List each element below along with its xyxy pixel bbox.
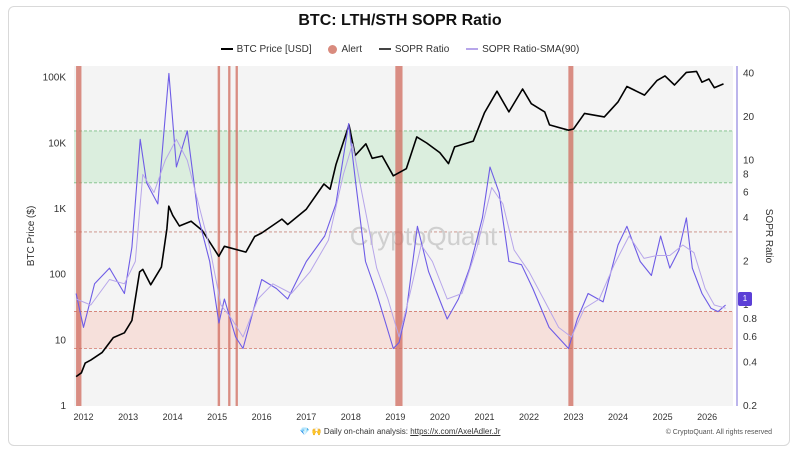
- y-right-tick-label: 0.8: [743, 314, 757, 325]
- legend-item-sopr[interactable]: SOPR Ratio: [378, 44, 449, 55]
- alert-bar: [228, 66, 231, 406]
- legend-item-sopr-sma[interactable]: SOPR Ratio-SMA(90): [466, 44, 579, 55]
- x-tick-label: 2023: [563, 412, 583, 422]
- y-right-tick-label: 0.6: [743, 332, 757, 343]
- y-right-tick-label: 6: [743, 187, 749, 198]
- y-right-tick-label: 4: [743, 213, 749, 224]
- y-left-tick-label: 100K: [43, 73, 67, 84]
- y-right-axis-title: SOPR Ratio: [763, 209, 774, 264]
- y-right-tick-label: 2: [743, 256, 749, 267]
- y-left-axis-title: BTC Price ($): [26, 206, 37, 267]
- footer-text: Daily on-chain analysis:: [323, 427, 408, 436]
- y-left-tick-label: 10: [55, 335, 67, 346]
- y-left-tick-label: 10K: [48, 138, 66, 149]
- alert-bar: [76, 66, 82, 406]
- series-line-0: [75, 70, 724, 378]
- x-tick-label: 2017: [296, 412, 316, 422]
- chart-title: BTC: LTH/STH SOPR Ratio: [298, 12, 502, 29]
- y-left-tick-label: 1K: [54, 204, 67, 215]
- alert-bar: [217, 66, 221, 406]
- x-tick-label: 2015: [207, 412, 227, 422]
- chart-legend: BTC Price [USD] Alert SOPR Ratio SOPR Ra…: [0, 44, 800, 55]
- y-right-tick-label: 20: [743, 112, 755, 123]
- x-tick-label: 2019: [385, 412, 405, 422]
- y-right-tick-label: 0.4: [743, 357, 757, 368]
- diamond-hands-icon: 💎 🙌: [299, 427, 322, 436]
- alert-bar: [568, 66, 574, 406]
- x-tick-label: 2025: [653, 412, 673, 422]
- current-value-tag: 1: [738, 292, 752, 306]
- footer-analysis: 💎 🙌 Daily on-chain analysis: https://x.c…: [0, 427, 800, 436]
- x-tick-label: 2012: [73, 412, 93, 422]
- band-lower: [74, 311, 733, 349]
- watermark: CryptoQuant: [350, 221, 498, 251]
- y-right-tick-label: 10: [743, 155, 755, 166]
- series-line-1: [75, 72, 726, 350]
- x-tick-label: 2013: [118, 412, 138, 422]
- legend-item-alert[interactable]: Alert: [328, 44, 362, 55]
- y-left-tick-label: 100: [49, 270, 66, 281]
- x-tick-label: 2026: [697, 412, 717, 422]
- y-right-tick-label: 40: [743, 68, 755, 79]
- x-tick-label: 2021: [474, 412, 494, 422]
- alert-bar: [395, 66, 403, 406]
- series-line-2: [75, 138, 726, 338]
- x-tick-label: 2018: [341, 412, 361, 422]
- legend-item-price[interactable]: BTC Price [USD]: [220, 44, 312, 55]
- band-upper: [74, 130, 733, 183]
- y-right-tick-label: 0.2: [743, 401, 757, 412]
- plot-background: [74, 66, 733, 406]
- y-right-tick-label: 8: [743, 169, 749, 180]
- x-tick-label: 2024: [608, 412, 628, 422]
- x-tick-label: 2016: [252, 412, 272, 422]
- alert-bar: [235, 66, 238, 406]
- footer-link[interactable]: https://x.com/AxelAdler.Jr: [410, 427, 501, 436]
- y-left-tick-label: 1: [60, 401, 66, 412]
- footer-copyright: © CryptoQuant. All rights reserved: [665, 429, 772, 436]
- x-tick-label: 2022: [519, 412, 539, 422]
- x-tick-label: 2014: [163, 412, 183, 422]
- x-tick-label: 2020: [430, 412, 450, 422]
